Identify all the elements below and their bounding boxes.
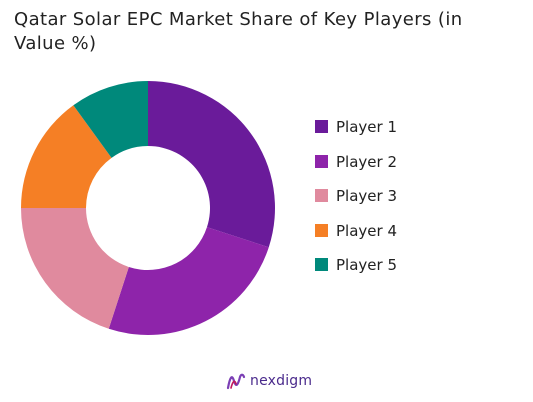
slice-player-2[interactable] bbox=[108, 227, 269, 335]
legend-swatch bbox=[315, 223, 328, 237]
legend-swatch bbox=[315, 154, 328, 168]
brand-name: nexdigm bbox=[250, 373, 313, 389]
slice-player-4[interactable] bbox=[21, 105, 112, 208]
legend-label: Player 3 bbox=[336, 187, 397, 205]
slice-player-3[interactable] bbox=[21, 208, 129, 329]
legend-label: Player 2 bbox=[336, 152, 397, 171]
legend-label: Player 4 bbox=[336, 221, 397, 240]
legend-swatch bbox=[315, 258, 328, 271]
chart-title: Qatar Solar EPC Market Share of Key Play… bbox=[14, 9, 463, 54]
legend-label: Player 1 bbox=[336, 118, 397, 136]
legend-swatch bbox=[315, 189, 328, 202]
slices-group bbox=[21, 81, 275, 335]
slice-player-5[interactable] bbox=[73, 81, 148, 158]
slice-player-1[interactable] bbox=[148, 81, 275, 248]
legend-swatch bbox=[315, 120, 328, 133]
nexdigm-logo-icon bbox=[226, 373, 246, 390]
legend-label: Player 5 bbox=[336, 256, 397, 274]
